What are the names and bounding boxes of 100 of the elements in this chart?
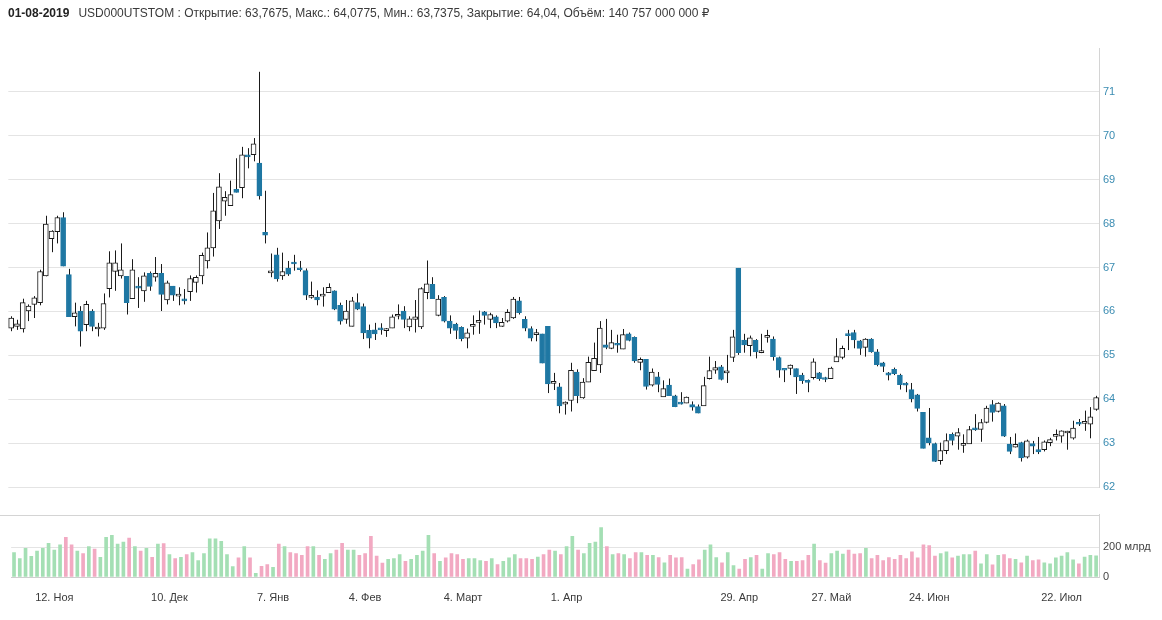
bar [720, 562, 724, 577]
bar [547, 549, 552, 577]
candlestick [470, 314, 476, 336]
bar [605, 546, 609, 577]
bar [438, 561, 442, 577]
bar [864, 548, 868, 577]
bar [910, 551, 914, 577]
bar [340, 542, 344, 577]
bar [484, 561, 488, 577]
bar [679, 557, 684, 577]
x-tick-label: 29. Апр [720, 590, 759, 603]
bar [996, 554, 1001, 577]
bar [1007, 558, 1012, 577]
bar [1054, 557, 1058, 577]
bar [748, 557, 753, 577]
bar [420, 550, 425, 577]
bar [938, 553, 943, 577]
bar [161, 543, 166, 577]
y-tick-label: 71 [1103, 85, 1116, 98]
bar [766, 553, 770, 577]
bar [984, 554, 989, 577]
bar [288, 552, 293, 577]
bar [478, 560, 483, 577]
y-tick-label: 64 [1103, 392, 1116, 405]
candlestick [71, 302, 78, 327]
bar [225, 554, 229, 577]
y-tick-label: 70 [1103, 128, 1116, 141]
y-tick-label: 65 [1103, 348, 1116, 361]
bar [887, 557, 891, 577]
bar [81, 553, 85, 577]
bar [386, 559, 390, 577]
y-tick-label: 63 [1103, 436, 1116, 449]
x-tick-label: 4. Март [443, 590, 483, 603]
bar [702, 549, 707, 577]
bar [656, 557, 661, 577]
bar [783, 559, 788, 577]
candlestick [164, 280, 170, 305]
candlestick [187, 274, 193, 302]
candlestick [83, 300, 90, 332]
bar [489, 558, 494, 577]
y-tick-label: 67 [1103, 260, 1116, 273]
bar [184, 554, 189, 577]
bar [501, 561, 506, 577]
bar [202, 553, 206, 577]
bar [173, 558, 178, 577]
candlestick [977, 418, 984, 443]
bar [276, 543, 281, 577]
bar [127, 537, 131, 577]
bar [794, 561, 799, 577]
bar [150, 557, 154, 577]
bar [904, 558, 909, 577]
bar [317, 554, 321, 577]
y-tick-label: 68 [1103, 216, 1116, 229]
bar [311, 546, 316, 577]
bar [933, 555, 937, 577]
candlestick [233, 157, 240, 193]
x-tick-label: 12. Ноя [35, 590, 74, 603]
bar [110, 534, 114, 577]
bar [927, 545, 932, 577]
bar [714, 557, 719, 577]
candlestick [464, 328, 470, 349]
bar [789, 561, 793, 577]
bar [1094, 555, 1098, 577]
candlestick [747, 335, 753, 357]
bar [242, 546, 247, 577]
bar [230, 566, 235, 577]
bar [58, 544, 62, 577]
bar [737, 568, 742, 577]
y-tick-label: 62 [1103, 480, 1116, 493]
bar [743, 559, 747, 577]
bar [645, 554, 649, 577]
bar [87, 546, 91, 577]
bar [1048, 563, 1052, 577]
bar [1077, 563, 1081, 577]
bar [1025, 555, 1029, 577]
bar [1071, 559, 1075, 577]
bar [12, 552, 16, 577]
x-tick-label: 27. Май [811, 590, 852, 603]
candlestick [585, 356, 592, 383]
bar [651, 554, 655, 577]
bar [668, 554, 673, 577]
x-tick-label: 22. Июл [1041, 590, 1082, 603]
bar [1042, 562, 1047, 577]
bar [507, 557, 511, 577]
bar [323, 559, 327, 577]
bar [576, 549, 580, 577]
bar [771, 554, 776, 577]
chart-subtitle: USD000UTSTOM : Открытие: 63,7675, Макс.: 64,0775, Мин.: 63,7375, Закрытие: 64,04, Объём: 140 757 000 000 ₽ [78, 6, 710, 20]
bar [156, 543, 160, 577]
bar [299, 554, 304, 577]
candlestick [960, 433, 967, 454]
bar [219, 541, 224, 577]
candlestick [700, 376, 707, 407]
bar [432, 553, 437, 577]
bar [691, 564, 696, 577]
bar [812, 543, 816, 577]
bar [104, 536, 108, 577]
bar [17, 558, 22, 577]
x-tick-label: 1. Апр [550, 590, 583, 603]
candlestick [412, 299, 418, 334]
